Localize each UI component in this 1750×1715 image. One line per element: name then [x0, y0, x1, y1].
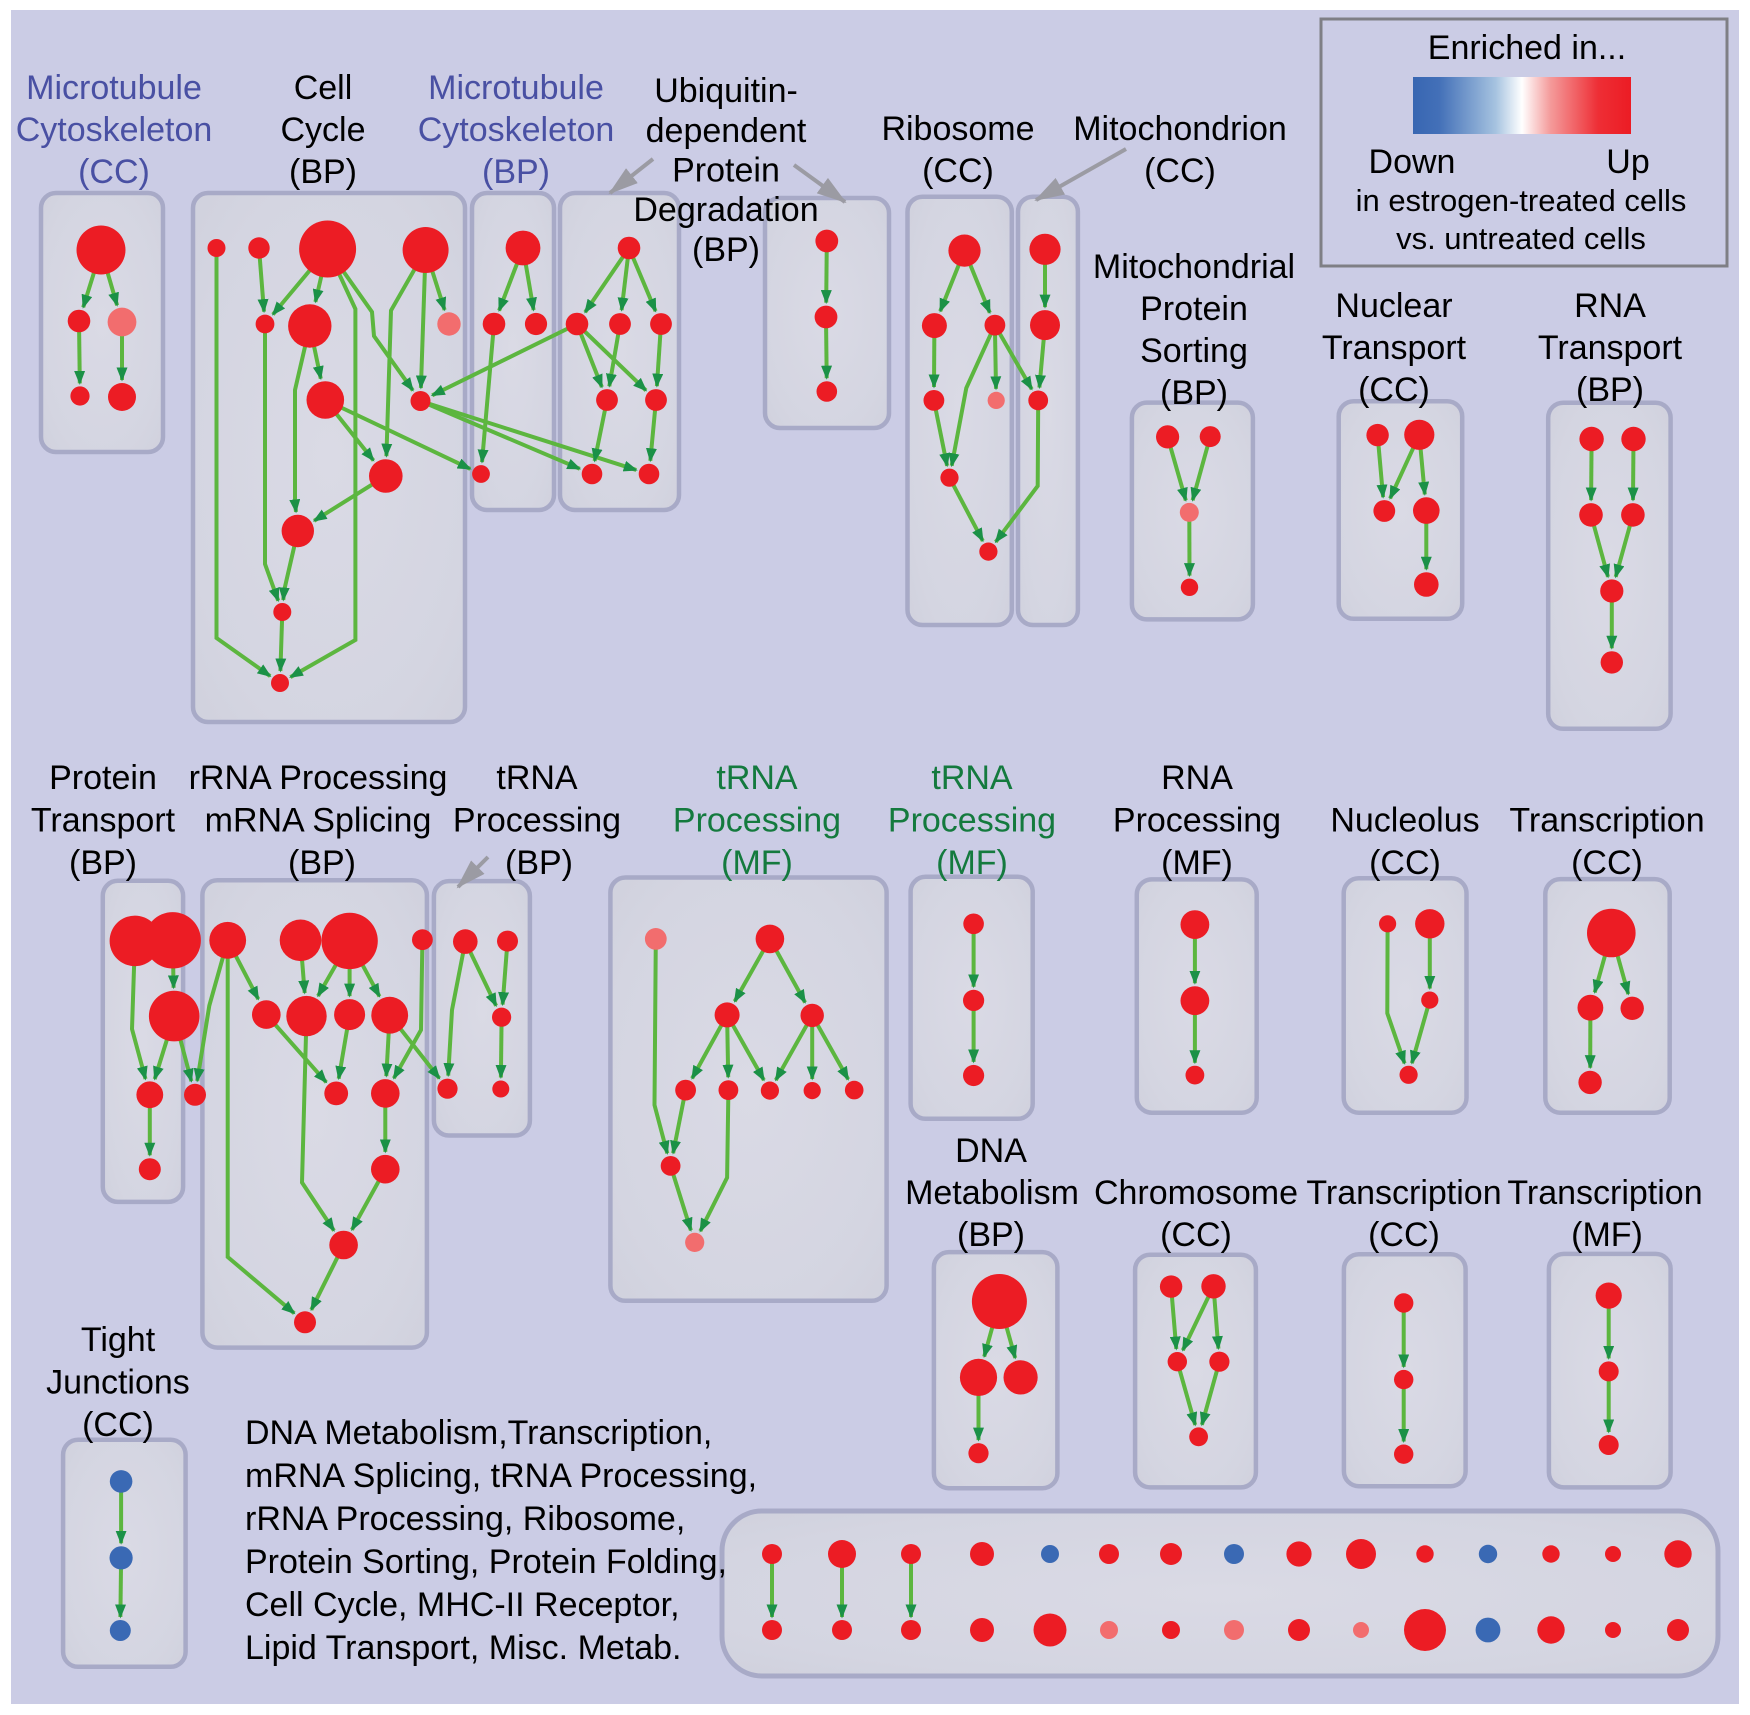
- svg-text:(CC): (CC): [1358, 371, 1430, 409]
- svg-text:Processing: Processing: [453, 802, 621, 840]
- svg-text:Sorting: Sorting: [1140, 332, 1248, 370]
- svg-text:(CC): (CC): [82, 1406, 154, 1444]
- svg-text:(BP): (BP): [1576, 371, 1644, 409]
- svg-text:Protein: Protein: [49, 759, 157, 797]
- svg-text:(BP): (BP): [289, 153, 357, 191]
- svg-text:Chromosome: Chromosome: [1094, 1174, 1298, 1212]
- svg-text:(BP): (BP): [69, 844, 137, 882]
- svg-text:Metabolism: Metabolism: [905, 1174, 1079, 1212]
- svg-text:(BP): (BP): [1160, 374, 1228, 412]
- svg-text:(CC): (CC): [1369, 844, 1441, 882]
- svg-text:Degradation: Degradation: [633, 191, 818, 229]
- svg-text:RNA: RNA: [1161, 759, 1233, 797]
- svg-text:rRNA Processing, Ribosome,: rRNA Processing, Ribosome,: [245, 1500, 685, 1538]
- svg-text:(BP): (BP): [505, 844, 573, 882]
- svg-text:Up: Up: [1606, 143, 1649, 181]
- svg-text:Transcription: Transcription: [1306, 1174, 1501, 1212]
- svg-text:(CC): (CC): [78, 153, 150, 191]
- svg-text:rRNA Processing: rRNA Processing: [189, 759, 448, 797]
- svg-text:Lipid Transport, Misc. Metab.: Lipid Transport, Misc. Metab.: [245, 1629, 682, 1667]
- svg-text:Microtubule: Microtubule: [26, 69, 202, 107]
- svg-text:(CC): (CC): [1160, 1216, 1232, 1254]
- svg-text:Microtubule: Microtubule: [428, 69, 604, 107]
- svg-text:Mitochondrial: Mitochondrial: [1093, 248, 1295, 286]
- svg-text:Cell: Cell: [294, 69, 353, 107]
- svg-text:Cell Cycle, MHC-II Receptor,: Cell Cycle, MHC-II Receptor,: [245, 1586, 680, 1624]
- svg-text:Mitochondrion: Mitochondrion: [1073, 110, 1287, 148]
- svg-text:tRNA: tRNA: [716, 759, 798, 797]
- svg-text:DNA Metabolism,Transcription,: DNA Metabolism,Transcription,: [245, 1414, 712, 1452]
- svg-text:(MF): (MF): [721, 844, 793, 882]
- svg-text:(BP): (BP): [957, 1216, 1025, 1254]
- svg-text:Transcription: Transcription: [1507, 1174, 1702, 1212]
- svg-text:(CC): (CC): [1368, 1216, 1440, 1254]
- svg-text:Cycle: Cycle: [280, 111, 365, 149]
- svg-text:Down: Down: [1369, 143, 1456, 181]
- svg-text:RNA: RNA: [1574, 287, 1646, 325]
- svg-text:mRNA Splicing: mRNA Splicing: [205, 802, 432, 840]
- svg-text:(MF): (MF): [936, 844, 1008, 882]
- svg-text:Cytoskeleton: Cytoskeleton: [16, 111, 213, 149]
- svg-text:Tight: Tight: [81, 1321, 156, 1359]
- svg-text:DNA: DNA: [955, 1132, 1027, 1170]
- svg-text:(MF): (MF): [1161, 844, 1233, 882]
- svg-text:Transport: Transport: [1322, 329, 1467, 367]
- svg-text:dependent: dependent: [646, 112, 807, 150]
- svg-text:vs. untreated cells: vs. untreated cells: [1396, 221, 1646, 256]
- svg-text:(MF): (MF): [1571, 1216, 1643, 1254]
- svg-text:Ubiquitin-: Ubiquitin-: [654, 72, 798, 110]
- svg-text:Enriched in...: Enriched in...: [1428, 29, 1626, 67]
- svg-text:Nucleolus: Nucleolus: [1330, 802, 1479, 840]
- svg-text:Protein: Protein: [1140, 290, 1248, 328]
- svg-text:(BP): (BP): [288, 844, 356, 882]
- svg-text:Transcription: Transcription: [1509, 802, 1704, 840]
- svg-text:(CC): (CC): [922, 152, 994, 190]
- svg-text:in estrogen-treated cells: in estrogen-treated cells: [1356, 183, 1687, 218]
- svg-text:Transport: Transport: [31, 802, 176, 840]
- svg-text:Processing: Processing: [888, 802, 1056, 840]
- svg-text:Protein Sorting, Protein Foldi: Protein Sorting, Protein Folding,: [245, 1543, 727, 1581]
- svg-text:(CC): (CC): [1571, 844, 1643, 882]
- svg-text:Protein: Protein: [672, 152, 780, 190]
- svg-text:(BP): (BP): [692, 231, 760, 269]
- svg-text:tRNA: tRNA: [931, 759, 1013, 797]
- svg-text:Processing: Processing: [1113, 802, 1281, 840]
- svg-text:mRNA Splicing, tRNA Processing: mRNA Splicing, tRNA Processing,: [245, 1457, 757, 1495]
- svg-text:Ribosome: Ribosome: [881, 110, 1034, 148]
- svg-text:(BP): (BP): [482, 153, 550, 191]
- svg-text:Transport: Transport: [1538, 329, 1683, 367]
- svg-text:Cytoskeleton: Cytoskeleton: [418, 111, 615, 149]
- svg-text:Nuclear: Nuclear: [1335, 287, 1452, 325]
- svg-text:Junctions: Junctions: [46, 1364, 190, 1402]
- svg-text:tRNA: tRNA: [496, 759, 578, 797]
- svg-text:(CC): (CC): [1144, 152, 1216, 190]
- svg-text:Processing: Processing: [673, 802, 841, 840]
